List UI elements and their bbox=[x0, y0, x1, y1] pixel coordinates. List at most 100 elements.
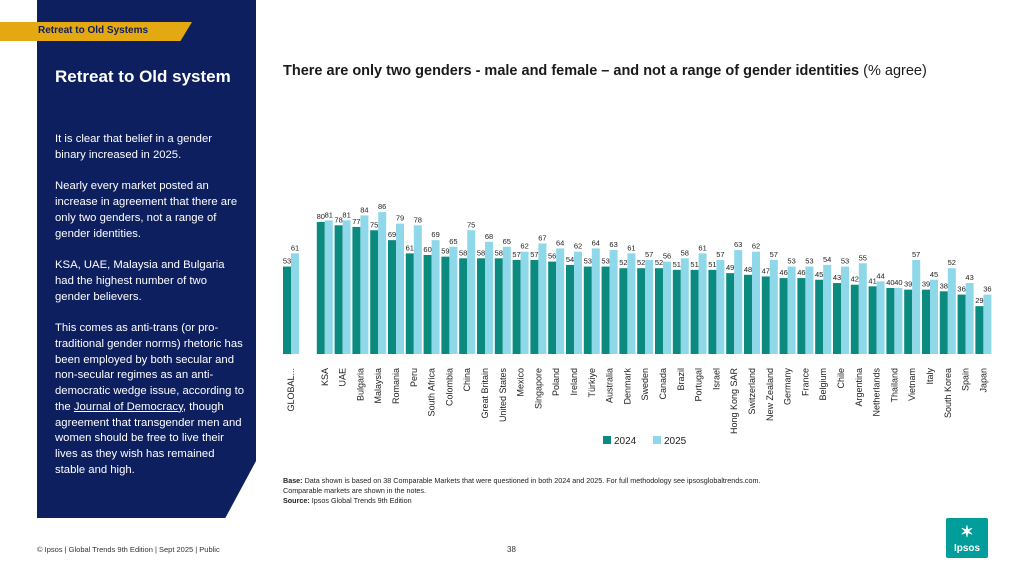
bar-2025 bbox=[627, 253, 636, 354]
base-label: Base: bbox=[283, 476, 303, 485]
data-label-2024: 75 bbox=[370, 220, 378, 229]
data-label-2025: 62 bbox=[520, 242, 528, 251]
section-tag-label: Retreat to Old Systems bbox=[38, 25, 149, 36]
bar-2025 bbox=[520, 251, 529, 354]
data-label-2024: 52 bbox=[619, 258, 627, 267]
x-tick-label: Belgium bbox=[818, 368, 828, 401]
bar-2025 bbox=[894, 288, 903, 354]
data-label-2024: 51 bbox=[673, 260, 681, 269]
x-tick-label: Argentina bbox=[854, 368, 864, 407]
journal-link[interactable]: Journal of Democracy bbox=[73, 400, 183, 413]
data-label-2024: 41 bbox=[868, 276, 876, 285]
x-tick-label: Germany bbox=[783, 368, 793, 406]
x-tick-label: Romania bbox=[391, 368, 401, 404]
bar-2024 bbox=[655, 268, 663, 354]
bar-2025 bbox=[609, 250, 618, 354]
data-label-2024: 51 bbox=[690, 260, 698, 269]
bar-2025 bbox=[413, 225, 422, 354]
data-label-2025: 40 bbox=[894, 278, 902, 287]
x-tick-label: New Zealand bbox=[765, 368, 775, 421]
bar-2025 bbox=[965, 283, 974, 354]
bar-2025 bbox=[342, 220, 351, 354]
bar-2025 bbox=[841, 266, 849, 354]
data-label-2024: 58 bbox=[459, 248, 467, 257]
bar-2025 bbox=[858, 263, 867, 354]
bar-2024 bbox=[494, 258, 503, 354]
bar-2024 bbox=[619, 268, 628, 354]
data-label-2024: 57 bbox=[530, 250, 538, 259]
x-tick-label: Brazil bbox=[676, 368, 686, 391]
x-tick-label: Chile bbox=[836, 368, 846, 389]
base-text: Data shown is based on 38 Comparable Mar… bbox=[304, 476, 761, 485]
data-label-2025: 65 bbox=[503, 237, 511, 246]
x-tick-label: Great Britain bbox=[480, 368, 490, 419]
legend-swatch-2024 bbox=[603, 436, 611, 444]
x-tick-label: Australia bbox=[605, 368, 615, 403]
data-label-2024: 38 bbox=[940, 281, 948, 290]
data-label-2024: 39 bbox=[904, 280, 912, 289]
data-label-2024: 59 bbox=[441, 247, 449, 256]
data-label-2025: 61 bbox=[291, 243, 299, 252]
bar-2024 bbox=[744, 274, 752, 354]
bar-2024 bbox=[441, 256, 450, 354]
bar-2025 bbox=[912, 259, 921, 354]
bar-2024 bbox=[833, 283, 841, 354]
bar-2024 bbox=[779, 278, 788, 354]
bar-2025 bbox=[360, 215, 369, 354]
logo-mark-icon: ✶ bbox=[960, 524, 974, 541]
data-label-2024: 58 bbox=[495, 248, 503, 257]
bar-2025 bbox=[698, 253, 707, 354]
data-label-2024: 53 bbox=[283, 257, 291, 266]
bar-2024 bbox=[530, 259, 539, 354]
data-label-2025: 43 bbox=[965, 273, 973, 282]
data-label-2025: 64 bbox=[556, 238, 564, 247]
data-label-2024: 46 bbox=[779, 268, 787, 277]
bar-2024 bbox=[566, 264, 574, 354]
x-tick-label: Canada bbox=[658, 368, 668, 400]
x-tick-label: South Korea bbox=[943, 368, 953, 418]
bar-2024 bbox=[904, 289, 913, 354]
bar-2025 bbox=[876, 281, 885, 354]
bar-2024 bbox=[761, 276, 770, 354]
bar-2025 bbox=[787, 266, 796, 354]
bar-2025 bbox=[663, 261, 671, 354]
data-label-2025: 67 bbox=[538, 233, 546, 242]
data-label-2024: 39 bbox=[922, 280, 930, 289]
bar-2024 bbox=[815, 279, 824, 354]
bar-2024 bbox=[850, 284, 859, 354]
data-label-2024: 49 bbox=[726, 263, 734, 272]
bar-2024 bbox=[975, 306, 984, 354]
bar-2024 bbox=[797, 278, 806, 354]
x-tick-label: Denmark bbox=[622, 368, 632, 405]
data-label-2025: 57 bbox=[770, 250, 778, 259]
bar-2025 bbox=[574, 251, 582, 354]
bar-2025 bbox=[734, 250, 743, 354]
bar-2025 bbox=[378, 212, 387, 354]
data-label-2025: 75 bbox=[467, 220, 475, 229]
bar-2024 bbox=[423, 255, 432, 354]
data-label-2025: 62 bbox=[574, 242, 582, 251]
x-tick-label: United States bbox=[498, 368, 508, 423]
x-tick-label: Bulgaria bbox=[355, 368, 365, 401]
data-label-2024: 47 bbox=[762, 266, 770, 275]
bar-2024 bbox=[334, 225, 343, 354]
chart-title-text: There are only two genders - male and fe… bbox=[283, 63, 860, 79]
bar-2024 bbox=[512, 259, 521, 354]
x-tick-label: Netherlands bbox=[872, 368, 882, 417]
base-text-2: Comparable markets are shown in the note… bbox=[283, 486, 427, 495]
data-label-2024: 29 bbox=[975, 296, 983, 305]
section-tag: Retreat to Old Systems bbox=[0, 22, 192, 41]
bar-2024 bbox=[370, 230, 379, 354]
chart-notes: Base: Data shown is based on 38 Comparab… bbox=[283, 476, 883, 506]
panel-paragraph-4b: , though agreement that transgender men … bbox=[55, 400, 242, 476]
data-label-2024: 60 bbox=[423, 245, 431, 254]
bar-2025 bbox=[485, 241, 493, 354]
footer-text: © Ipsos | Global Trends 9th Edition | Se… bbox=[37, 545, 220, 554]
data-label-2025: 65 bbox=[449, 237, 457, 246]
data-label-2025: 63 bbox=[609, 240, 617, 249]
bar-2024 bbox=[957, 294, 966, 354]
data-label-2024: 52 bbox=[637, 258, 645, 267]
bar-2025 bbox=[538, 243, 547, 354]
data-label-2025: 54 bbox=[823, 255, 831, 264]
x-tick-label: Peru bbox=[409, 368, 419, 387]
